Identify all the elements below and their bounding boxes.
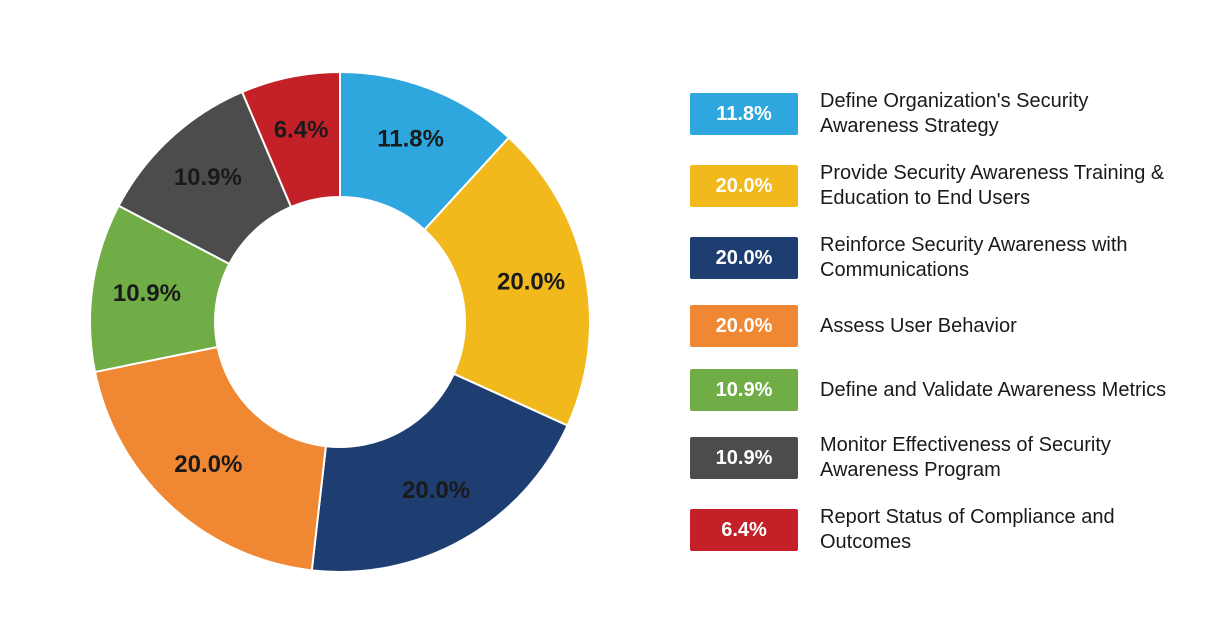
slice-percent-label: 10.9% (174, 164, 242, 191)
legend-row: 11.8% Define Organization's Security Awar… (690, 89, 1190, 139)
donut-svg: 11.8% 20.0% 20.0% 20.0% 10.9% 10.9% 6.4% (60, 42, 620, 602)
chart-container: 11.8% 20.0% 20.0% 20.0% 10.9% 10.9% 6.4% 11.8%… (0, 0, 1230, 644)
legend-swatch: 20.0% (690, 165, 798, 207)
legend-row: 20.0% Reinforce Security Awareness with C… (690, 233, 1190, 283)
legend-label: Reinforce Security Awareness with Commun… (820, 233, 1190, 283)
legend-row: 10.9% Define and Validate Awareness Metri… (690, 369, 1190, 411)
legend-label: Report Status of Compliance and Outcomes (820, 505, 1190, 555)
legend-swatch: 10.9% (690, 437, 798, 479)
legend-swatch: 6.4% (690, 509, 798, 551)
slice-percent-label: 10.9% (113, 280, 181, 307)
legend-row: 20.0% Provide Security Awareness Training… (690, 161, 1190, 211)
legend-label: Provide Security Awareness Training & Ed… (820, 161, 1190, 211)
legend: 11.8% Define Organization's Security Awar… (620, 89, 1190, 555)
slice-percent-label: 11.8% (377, 126, 444, 153)
slice-percent-label: 20.0% (402, 477, 470, 504)
legend-row: 20.0% Assess User Behavior (690, 305, 1190, 347)
legend-label: Define and Validate Awareness Metrics (820, 378, 1166, 403)
legend-label: Monitor Effectiveness of Security Awaren… (820, 433, 1190, 483)
slice-percent-label: 20.0% (497, 268, 565, 295)
legend-label: Assess User Behavior (820, 314, 1017, 339)
legend-swatch: 10.9% (690, 369, 798, 411)
legend-row: 10.9% Monitor Effectiveness of Security A… (690, 433, 1190, 483)
legend-swatch: 11.8% (690, 93, 798, 135)
slice-percent-label: 20.0% (174, 451, 242, 478)
legend-label: Define Organization's Security Awareness… (820, 89, 1190, 139)
slice-percent-label: 6.4% (274, 116, 329, 143)
legend-row: 6.4% Report Status of Compliance and Outc… (690, 505, 1190, 555)
donut-chart: 11.8% 20.0% 20.0% 20.0% 10.9% 10.9% 6.4% (60, 42, 620, 602)
legend-swatch: 20.0% (690, 305, 798, 347)
legend-swatch: 20.0% (690, 237, 798, 279)
